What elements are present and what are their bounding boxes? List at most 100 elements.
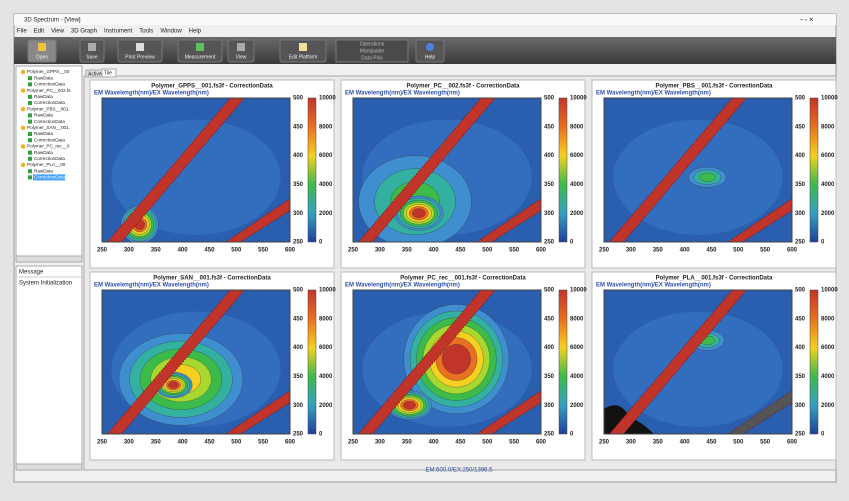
x-tick-label: 250 [348,440,359,446]
toolbar-label[interactable]: Data Pick [361,55,383,61]
menu-item[interactable]: Tools [139,29,153,35]
colorbar-tick-label: 8000 [570,124,584,130]
window-controls[interactable]: – ▫ ✕ [800,18,814,24]
tree-leaf[interactable]: CorrectionData [34,100,65,105]
y-tick-label: 250 [293,240,304,246]
tree-leaf[interactable]: RawData [34,113,53,118]
y-tick-label: 500 [795,288,806,294]
tree-leaf[interactable]: RawData [34,150,53,155]
colorbar-tick-label: 6000 [319,153,333,159]
y-tick-label: 450 [544,316,555,322]
colorbar-tick-label: 10000 [570,96,587,102]
menu-item[interactable]: File [17,29,27,35]
x-tick-label: 350 [653,248,664,254]
tree-node[interactable]: Polymer_PBS__001. [27,106,70,111]
toolbar-label[interactable]: View [236,54,247,60]
colorbar-tick-label: 8000 [821,124,835,130]
plot-panel: Polymer_GPPS__001.fs3f - CorrectionDataE… [90,80,336,268]
x-tick-label: 300 [626,248,637,254]
colorbar [308,290,316,434]
y-tick-label: 450 [795,124,806,130]
x-tick-label: 450 [204,248,215,254]
tree-icon [28,120,32,124]
x-tick-label: 300 [124,248,135,254]
plot-title: Polymer_PC__002.fs3f - CorrectionData [406,84,520,90]
contour-map [353,96,545,248]
x-tick-label: 500 [482,248,493,254]
tree-leaf[interactable]: RawData [34,75,53,80]
x-tick-label: 400 [680,440,691,446]
toolbar-label[interactable]: Print Preview [125,54,155,60]
tree-icon [28,138,32,142]
tab-label[interactable]: Active [88,71,102,77]
colorbar-tick-label: 2000 [319,403,333,409]
contour-map [353,288,545,438]
tree-leaf[interactable]: CorrectionData [34,156,65,161]
scrollbar[interactable] [16,464,82,470]
colorbar [559,290,567,434]
plot-subtitle: EM Wavelength(nm)/EX Wavelength(nm) [94,283,209,289]
colorbar-tick-label: 2000 [570,403,584,409]
menu-item[interactable]: Instrument [104,29,133,35]
scrollbar[interactable] [16,256,82,262]
plot-subtitle: EM Wavelength(nm)/EX Wavelength(nm) [345,283,460,289]
y-tick-label: 400 [795,345,806,351]
toolbar-label[interactable]: Measurement [185,54,216,60]
menu-item[interactable]: 3D Graph [71,29,97,35]
colorbar-tick-label: 8000 [821,316,835,322]
toolbar-icon [88,43,96,51]
menu-item[interactable]: Window [160,29,182,35]
plot-panel: Polymer_PBS__001.fs3f - CorrectionDataEM… [592,80,838,268]
toolbar-label[interactable]: Save [86,54,98,60]
toolbar-label[interactable]: Manipulate [360,48,385,54]
tree-leaf[interactable]: CorrectionData [34,119,65,124]
y-tick-label: 450 [293,124,304,130]
x-tick-label: 600 [787,440,798,446]
tree-node[interactable]: Polymer_SAN__001. [27,125,70,130]
tree-icon [28,132,32,136]
y-tick-label: 350 [544,182,555,188]
colorbar [308,98,316,242]
plot-subtitle: EM Wavelength(nm)/EX Wavelength(nm) [596,283,711,289]
y-tick-label: 300 [795,403,806,409]
colorbar-tick-label: 10000 [821,96,838,102]
toolbar-label[interactable]: Help [425,54,436,60]
tree-node[interactable]: Polymer_GPPS__00 [27,69,70,74]
toolbar-icon [299,43,307,51]
contour-map [604,96,796,246]
y-tick-label: 350 [795,182,806,188]
x-tick-label: 600 [285,248,296,254]
tree-leaf[interactable]: RawData [34,168,53,173]
y-tick-label: 450 [544,124,555,130]
toolbar-label[interactable]: Operations [360,41,385,47]
tree-node[interactable]: Polymer_PLA__00 [27,162,66,167]
menu-item[interactable]: View [51,29,65,35]
colorbar-tick-label: 4000 [570,374,584,380]
tree-leaf[interactable]: CorrectionData [34,82,65,87]
tree-leaf[interactable]: CorrectionData [34,175,65,180]
tree-icon [21,163,25,167]
menu-item[interactable]: Edit [34,29,45,35]
colorbar-tick-label: 4000 [319,374,333,380]
plot-title: Polymer_PLA__001.fs3f - CorrectionData [656,276,773,282]
contour-map [604,288,796,438]
tree-leaf[interactable]: RawData [34,131,53,136]
tree-node[interactable]: Polymer_PC__002.fs [27,88,71,93]
toolbar-label[interactable]: Open [36,54,48,60]
tree-leaf[interactable]: CorrectionData [34,137,65,142]
x-tick-label: 400 [178,248,189,254]
menu-item[interactable]: Help [189,29,202,35]
tab-label[interactable]: Tile [104,70,112,76]
x-tick-label: 350 [151,440,162,446]
plot-title: Polymer_GPPS__001.fs3f - CorrectionData [151,84,273,90]
x-tick-label: 500 [733,440,744,446]
x-tick-label: 600 [536,248,547,254]
toolbar-icon [136,43,144,51]
tree-node[interactable]: Polymer_PC_rec__0 [27,144,70,149]
tree-leaf[interactable]: RawData [34,94,53,99]
toolbar-label[interactable]: Edit Platform [289,54,318,60]
colorbar-tick-label: 2000 [821,211,835,217]
x-tick-label: 400 [429,440,440,446]
contour-map [102,288,294,438]
plot-subtitle: EM Wavelength(nm)/EX Wavelength(nm) [345,91,460,97]
